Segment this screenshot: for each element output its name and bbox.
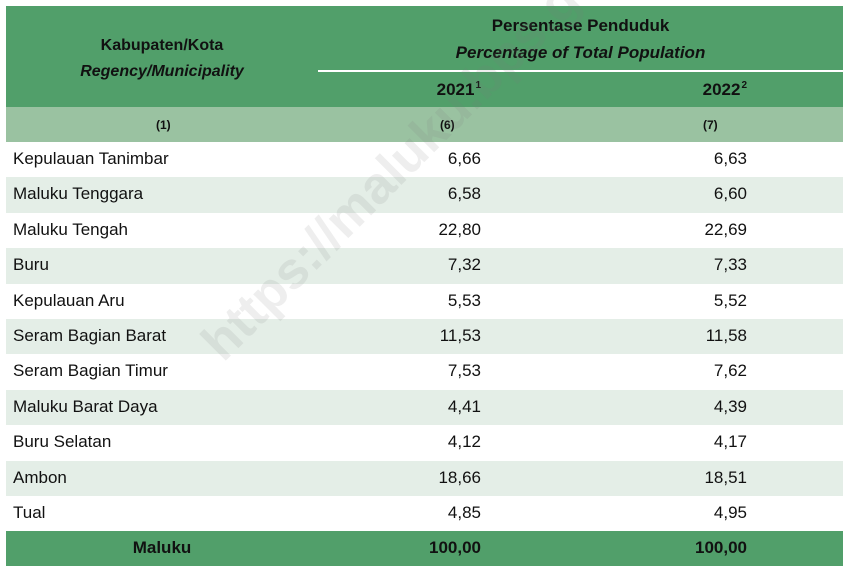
value-2021: 18,66 xyxy=(438,467,481,487)
table-row: Buru Selatan 4,12 4,17 xyxy=(6,425,843,460)
population-table: Kabupaten/Kota Regency/Municipality Pers… xyxy=(6,6,843,567)
column-number-6: (6) xyxy=(440,118,455,132)
value-2022: 18,51 xyxy=(704,467,747,487)
year-header-2021: 20211 xyxy=(436,80,481,99)
value-2022: 7,33 xyxy=(713,255,747,275)
total-name: Maluku xyxy=(132,538,192,558)
value-2021: 7,32 xyxy=(447,255,481,275)
column-number-row: (1) (6) (7) xyxy=(6,107,843,142)
region-name: Seram Bagian Timur xyxy=(13,361,168,381)
value-2021: 6,66 xyxy=(447,149,481,168)
region-name: Kepulauan Tanimbar xyxy=(13,149,169,168)
total-row: Maluku 100,00 100,00 xyxy=(6,531,843,567)
value-2022: 11,58 xyxy=(705,325,747,345)
value-2022: 6,63 xyxy=(713,149,747,168)
table-header: Kabupaten/Kota Regency/Municipality Pers… xyxy=(6,6,843,107)
region-label-en: Regency/Municipality xyxy=(80,63,244,80)
value-2021: 4,12 xyxy=(447,432,481,452)
table-row: Seram Bagian Timur 7,53 7,62 xyxy=(6,354,843,389)
region-name: Buru xyxy=(13,255,49,275)
value-2022: 4,39 xyxy=(713,396,747,416)
value-2022: 22,69 xyxy=(704,219,747,239)
table-row: Maluku Tenggara 6,58 6,60 xyxy=(6,177,843,213)
region-name: Tual xyxy=(13,502,46,522)
group-label-en: Percentage of Total Population xyxy=(455,43,706,62)
region-name: Maluku Barat Daya xyxy=(13,396,158,416)
table-row: Maluku Barat Daya 4,41 4,39 xyxy=(6,389,843,426)
value-2021: 11,53 xyxy=(439,325,481,345)
value-2022: 4,95 xyxy=(713,502,747,522)
table-row: Ambon 18,66 18,51 xyxy=(6,460,843,496)
table-row: Buru 7,32 7,33 xyxy=(6,248,843,284)
value-2022: 6,60 xyxy=(713,184,747,204)
region-name: Maluku Tenggara xyxy=(13,184,144,204)
group-label: Persentase Penduduk xyxy=(491,16,670,35)
region-name: Buru Selatan xyxy=(13,432,112,452)
value-2021: 4,41 xyxy=(447,396,481,416)
header-divider xyxy=(318,70,843,72)
table-body: Kepulauan Tanimbar 6,66 6,63 Maluku Tenggar… xyxy=(6,142,843,531)
table-row: Kepulauan Tanimbar 6,66 6,63 xyxy=(6,142,843,177)
value-2022: 4,17 xyxy=(713,432,747,452)
column-number-7: (7) xyxy=(703,118,718,132)
table-row: Maluku Tengah 22,80 22,69 xyxy=(6,213,843,248)
value-2021: 5,53 xyxy=(447,290,481,310)
value-2022: 7,62 xyxy=(713,361,747,381)
table-row: Tual 4,85 4,95 xyxy=(6,496,843,531)
column-number-1: (1) xyxy=(156,118,171,132)
table-row: Kepulauan Aru 5,53 5,52 xyxy=(6,284,843,319)
region-name: Maluku Tengah xyxy=(13,219,128,239)
total-value-2021: 100,00 xyxy=(429,538,481,558)
value-2021: 6,58 xyxy=(447,184,481,204)
year-header-2022: 20222 xyxy=(702,80,747,99)
year-footnote-2: 2 xyxy=(741,80,747,91)
region-name: Kepulauan Aru xyxy=(13,290,125,310)
region-name: Seram Bagian Barat xyxy=(13,325,167,345)
value-2021: 7,53 xyxy=(447,361,481,381)
table-row: Seram Bagian Barat 11,53 11,58 xyxy=(6,318,843,355)
value-2021: 4,85 xyxy=(447,502,481,522)
percentage-header: Persentase Penduduk Percentage of Total … xyxy=(318,6,843,107)
region-header: Kabupaten/Kota Regency/Municipality xyxy=(6,6,318,107)
value-2022: 5,52 xyxy=(713,290,747,310)
year-footnote-1: 1 xyxy=(475,80,481,91)
region-name: Ambon xyxy=(13,467,67,487)
region-label: Kabupaten/Kota xyxy=(100,37,224,54)
total-value-2022: 100,00 xyxy=(695,538,747,558)
value-2021: 22,80 xyxy=(438,219,481,239)
